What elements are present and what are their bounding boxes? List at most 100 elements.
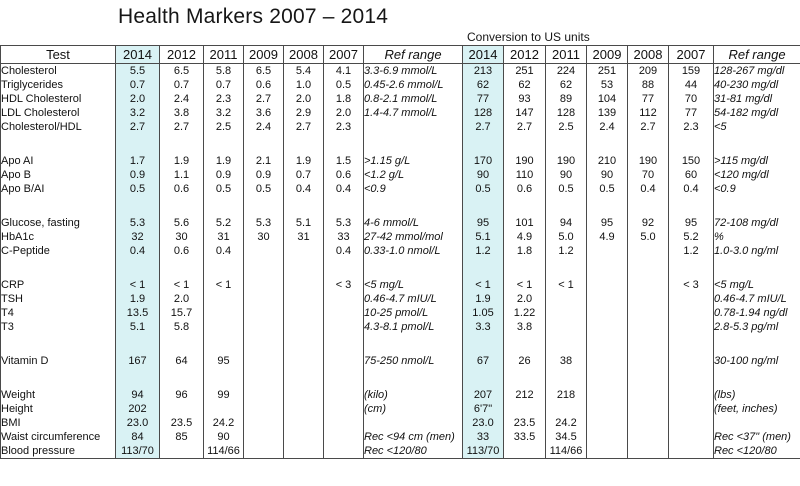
spacer-row [0,334,800,354]
us-value-2007: 0.4 [668,182,714,196]
test-name: Height [0,402,116,416]
test-name: HbA1c [0,230,116,244]
us-value-2011 [545,402,587,416]
test-name: LDL Cholesterol [0,106,116,120]
us-value-2009 [586,388,628,402]
metric-value-2008 [283,292,324,306]
us-value-2012: 26 [503,354,546,368]
us-value-2011: 0.5 [545,182,587,196]
us-value-2012: 251 [503,63,546,78]
metric-ref-range: 4-6 mmol/L [363,216,463,230]
test-name: Cholesterol/HDL [0,120,116,134]
metric-value-2008 [283,402,324,416]
metric-value-2014: 2.7 [115,120,160,134]
spacer-cell [627,134,669,154]
col-header-2011-us: 2011 [545,45,587,64]
us-value-2007: 5.2 [668,230,714,244]
us-value-2009 [586,292,628,306]
us-value-2012: 2.0 [503,292,546,306]
us-ref-range: 1.0-3.0 ng/ml [713,244,800,258]
metric-value-2008: 2.7 [283,120,324,134]
col-header-ref-range-us: Ref range [713,45,800,64]
spacer-cell [203,196,244,216]
metric-value-2012: 0.6 [159,244,204,258]
us-value-2012 [503,444,546,459]
us-value-2009: 2.4 [586,120,628,134]
metric-value-2012: 30 [159,230,204,244]
test-name: Cholesterol [0,63,116,78]
us-value-2011: 24.2 [545,416,587,430]
metric-value-2011: 2.5 [203,120,244,134]
test-name: HDL Cholesterol [0,92,116,106]
spacer-cell [323,368,364,388]
spacer-cell [462,196,504,216]
metric-value-2008 [283,320,324,334]
metric-value-2014: 0.4 [115,244,160,258]
metric-ref-range: 0.33-1.0 nmol/L [363,244,463,258]
test-name: Blood pressure [0,444,116,459]
spacer-cell [503,258,546,278]
metric-value-2007: 1.8 [323,92,364,106]
header-row: Test 2014 2012 2011 2009 2008 2007 Ref r… [0,45,800,64]
marker-row: Height 202 (cm) 6'7" (feet, inches) [0,402,800,416]
metric-value-2011: 0.4 [203,244,244,258]
metric-value-2007: 0.6 [323,168,364,182]
spacer-cell [0,196,116,216]
metric-value-2007: 33 [323,230,364,244]
us-value-2014: 128 [462,106,504,120]
us-ref-range: Rec <120/80 [713,444,800,459]
spacer-cell [363,368,463,388]
spacer-cell [203,334,244,354]
us-value-2014: 113/70 [462,444,504,459]
us-value-2011: 128 [545,106,587,120]
spacer-cell [283,334,324,354]
spacer-cell [115,134,160,154]
us-value-2011: 90 [545,168,587,182]
test-name: BMI [0,416,116,430]
us-value-2008: 92 [627,216,669,230]
us-value-2011: 94 [545,216,587,230]
us-ref-range: 2.8-5.3 pg/ml [713,320,800,334]
col-header-2007-us: 2007 [668,45,714,64]
health-markers-table: Test 2014 2012 2011 2009 2008 2007 Ref r… [0,45,800,459]
metric-value-2012: 2.4 [159,92,204,106]
metric-value-2011: 31 [203,230,244,244]
spacer-cell [115,368,160,388]
us-ref-range: <5 [713,120,800,134]
metric-value-2011: 24.2 [203,416,244,430]
spacer-cell [0,368,116,388]
metric-value-2007: 4.1 [323,63,364,78]
spacer-cell [203,368,244,388]
test-name: Apo B/AI [0,182,116,196]
spacer-cell [503,134,546,154]
us-value-2014: 1.9 [462,292,504,306]
us-value-2009: 95 [586,216,628,230]
metric-value-2011: 0.7 [203,78,244,92]
test-name: T4 [0,306,116,320]
spacer-cell [159,368,204,388]
us-value-2007: 159 [668,63,714,78]
metric-value-2008: 2.0 [283,92,324,106]
us-value-2007: 60 [668,168,714,182]
spacer-cell [586,134,628,154]
col-header-2007-metric: 2007 [323,45,364,64]
us-value-2008: 70 [627,168,669,182]
metric-value-2007 [323,444,364,459]
spacer-row [0,134,800,154]
us-value-2008 [627,430,669,444]
us-value-2009 [586,416,628,430]
metric-value-2012: 6.5 [159,63,204,78]
metric-value-2011: 0.5 [203,182,244,196]
us-value-2007 [668,320,714,334]
spacer-cell [627,196,669,216]
us-value-2014: 67 [462,354,504,368]
col-header-2008-us: 2008 [627,45,669,64]
us-ref-range: % [713,230,800,244]
metric-value-2007 [323,388,364,402]
metric-value-2009 [243,306,284,320]
us-value-2012: 147 [503,106,546,120]
spacer-cell [203,134,244,154]
spacer-cell [545,258,587,278]
metric-value-2014: 5.5 [115,63,160,78]
metric-value-2009: 2.4 [243,120,284,134]
